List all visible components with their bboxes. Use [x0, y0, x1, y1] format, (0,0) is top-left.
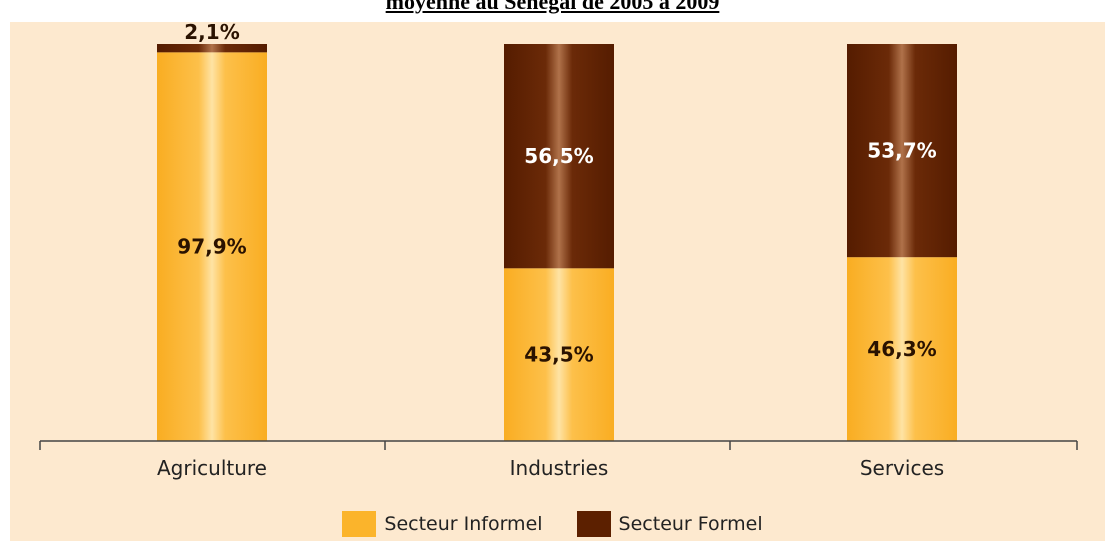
data-label-industries-formel: 56,5% — [524, 144, 593, 168]
labels-layer: 97,9% 2,1% Agriculture 43,5% 56,5% Industries… — [157, 20, 944, 480]
data-label-industries-informel: 43,5% — [524, 343, 593, 367]
legend-swatch-informel — [342, 511, 377, 537]
bar-agriculture-informel — [157, 52, 267, 441]
data-label-services-formel: 53,7% — [867, 139, 936, 163]
data-label-agriculture-formel: 2,1% — [184, 20, 239, 44]
bars-layer — [157, 44, 957, 441]
bar-industries-formel — [504, 44, 614, 269]
legend-item-formel: Secteur Formel — [576, 511, 763, 537]
legend: Secteur Informel Secteur Formel — [0, 510, 1105, 538]
bar-services-formel — [847, 44, 957, 258]
legend-label-formel: Secteur Formel — [618, 513, 763, 535]
legend-swatch-formel — [576, 511, 611, 537]
data-label-services-informel: 46,3% — [867, 337, 936, 361]
legend-label-informel: Secteur Informel — [384, 513, 543, 535]
bar-industries-informel — [504, 268, 614, 441]
legend-item-informel: Secteur Informel — [342, 511, 543, 537]
x-tick-label-services: Services — [860, 456, 944, 480]
bar-agriculture-formel — [157, 44, 267, 53]
x-tick-label-agriculture: Agriculture — [157, 456, 267, 480]
x-axis — [39, 440, 1078, 450]
data-label-agriculture-informel: 97,9% — [177, 235, 246, 259]
title-strip: moyenne au Sénégal de 2005 à 2009 — [0, 0, 1105, 22]
x-tick-label-industries: Industries — [510, 456, 609, 480]
bar-services-informel — [847, 257, 957, 441]
page-title: moyenne au Sénégal de 2005 à 2009 — [385, 0, 720, 14]
